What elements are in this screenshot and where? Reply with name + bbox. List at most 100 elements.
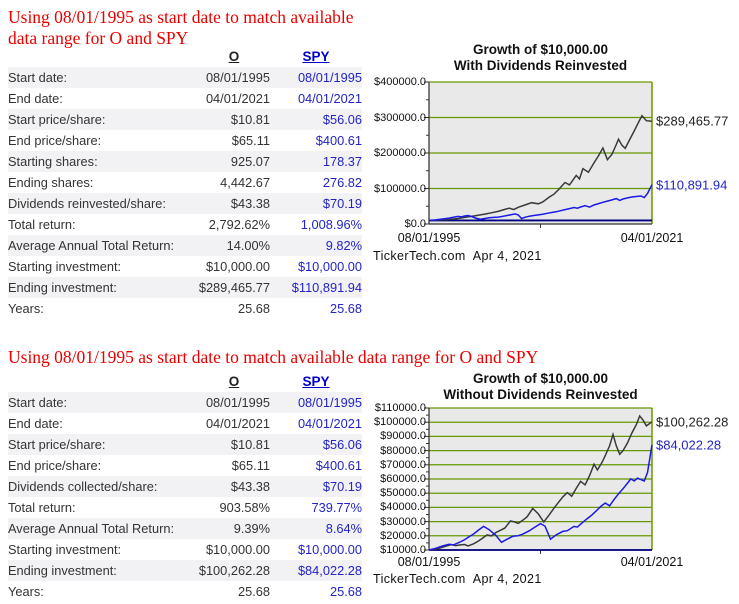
table-row: Total return: 903.58% 739.77% xyxy=(8,497,362,518)
spy-value: $10,000.00 xyxy=(297,259,362,274)
o-value: 4,442.67 xyxy=(220,175,270,190)
row-label: Years: xyxy=(8,584,44,599)
column-header-spy-link[interactable]: SPY xyxy=(302,374,330,389)
row-label: Average Annual Total Return: xyxy=(8,238,175,253)
spy-value: $70.19 xyxy=(322,479,362,494)
chart-source-note: TickerTech.com Apr 4, 2021 xyxy=(373,572,542,586)
spy-value: 08/01/1995 xyxy=(297,70,362,85)
spy-value: $84,022.28 xyxy=(297,563,362,578)
empty-header-cell xyxy=(8,46,198,67)
table-row: End price/share: $65.11 $400.61 xyxy=(8,455,362,476)
row-label: End price/share: xyxy=(8,458,102,473)
row-label: Starting shares: xyxy=(8,154,98,169)
end-value-callout-o: $289,465.77 xyxy=(656,113,729,129)
spy-value: 25.68 xyxy=(329,584,362,599)
table-row: Starting shares: 925.07 178.37 xyxy=(8,151,362,172)
x-axis-end-label: 04/01/2021 xyxy=(620,555,684,569)
spy-value: $400.61 xyxy=(315,133,362,148)
o-value: 25.68 xyxy=(237,301,270,316)
series-line-spy xyxy=(428,444,653,551)
row-label: Ending investment: xyxy=(8,280,117,295)
table-row: End price/share: $65.11 $400.61 xyxy=(8,130,362,151)
spy-value: 25.68 xyxy=(329,301,362,316)
o-value: 25.68 xyxy=(237,584,270,599)
y-axis-tick-label: $110000.0 xyxy=(374,402,426,414)
row-label: Total return: xyxy=(8,500,76,515)
end-value-callout-spy: $110,891.94 xyxy=(656,177,728,193)
y-axis-tick-label: $10000.0 xyxy=(380,544,426,556)
row-label: Starting investment: xyxy=(8,542,122,557)
table-row: Years: 25.68 25.68 xyxy=(8,581,362,602)
table-header-row: O SPY xyxy=(8,371,362,392)
spy-value: 9.82% xyxy=(325,238,362,253)
spy-value: $400.61 xyxy=(315,458,362,473)
spy-value: $56.06 xyxy=(322,437,362,452)
spy-value: $110,891.94 xyxy=(291,280,362,295)
row-label: Dividends reinvested/share: xyxy=(8,196,166,211)
series-line-spy xyxy=(428,184,653,222)
spy-value: 08/01/1995 xyxy=(297,395,362,410)
column-header-spy-link[interactable]: SPY xyxy=(302,49,330,64)
o-value: 2,792.62% xyxy=(208,217,270,232)
end-value-callout-spy: $84,022.28 xyxy=(656,437,722,453)
row-label: End date: xyxy=(8,416,63,431)
table-row: Ending investment: $289,465.77 $110,891.94 xyxy=(8,277,362,298)
table-row: Start date: 08/01/1995 08/01/1995 xyxy=(8,392,362,413)
o-value: 925.07 xyxy=(230,154,270,169)
column-header-o[interactable]: O xyxy=(228,49,240,64)
table-row: Years: 25.68 25.68 xyxy=(8,298,362,319)
growth-chart-title-line: Without Dividends Reinvested xyxy=(443,387,638,402)
row-label: Start price/share: xyxy=(8,437,106,452)
table-row: Average Annual Total Return: 14.00% 9.82% xyxy=(8,235,362,256)
x-axis-start-label: 08/01/1995 xyxy=(397,555,461,569)
x-axis-end-label: 04/01/2021 xyxy=(620,231,684,245)
o-value: 08/01/1995 xyxy=(205,395,270,410)
table-row: End date: 04/01/2021 04/01/2021 xyxy=(8,413,362,434)
spy-value: 04/01/2021 xyxy=(297,91,362,106)
o-value: 903.58% xyxy=(219,500,270,515)
y-axis-tick-label: $70000.0 xyxy=(380,458,426,471)
row-label: Start date: xyxy=(8,70,68,85)
spy-value: 178.37 xyxy=(322,154,362,169)
empty-header-cell xyxy=(8,371,198,392)
y-axis-tick-label: $90000.0 xyxy=(380,430,426,443)
spy-value: $10,000.00 xyxy=(297,542,362,557)
row-label: Start price/share: xyxy=(8,112,106,127)
table-row: End date: 04/01/2021 04/01/2021 xyxy=(8,88,362,109)
table-header-row: O SPY xyxy=(8,46,362,67)
o-value: $43.38 xyxy=(230,479,270,494)
y-axis-tick-label: $400000.0 xyxy=(374,76,426,88)
y-axis-tick-label: $40000.0 xyxy=(380,501,426,514)
data-range-note-with-dividends: Using 08/01/1995 as start date to match … xyxy=(8,7,354,48)
data-range-note-without-dividends: Using 08/01/1995 as start date to match … xyxy=(8,347,539,367)
o-value: $10.81 xyxy=(230,112,270,127)
y-axis-tick-label: $300000.0 xyxy=(374,111,426,124)
y-axis-tick-label: $200000.0 xyxy=(374,147,426,159)
chart-source-note: TickerTech.com Apr 4, 2021 xyxy=(373,249,542,263)
table-row: Average Annual Total Return: 9.39% 8.64% xyxy=(8,518,362,539)
row-label: Total return: xyxy=(8,217,76,232)
row-label: End date: xyxy=(8,91,63,106)
row-label: Starting investment: xyxy=(8,259,122,274)
row-label: End price/share: xyxy=(8,133,102,148)
y-axis-tick-label: $100000.0 xyxy=(374,416,426,429)
o-value: $10.81 xyxy=(230,437,270,452)
column-header-o[interactable]: O xyxy=(228,374,240,389)
o-value: 9.39% xyxy=(233,521,270,536)
table-row: Start price/share: $10.81 $56.06 xyxy=(8,434,362,455)
y-axis-tick-label: $50000.0 xyxy=(380,487,426,500)
y-axis-tick-label: $30000.0 xyxy=(380,515,426,528)
table-row: Start date: 08/01/1995 08/01/1995 xyxy=(8,67,362,88)
o-value: $65.11 xyxy=(231,458,270,473)
x-axis-start-label: 08/01/1995 xyxy=(397,231,461,245)
o-value: 14.00% xyxy=(226,238,270,253)
spy-value: 739.77% xyxy=(311,500,362,515)
y-axis-tick-label: $80000.0 xyxy=(380,444,426,457)
table-row: Dividends reinvested/share: $43.38 $70.19 xyxy=(8,193,362,214)
end-value-callout-o: $100,262.28 xyxy=(656,414,729,430)
table-row: Total return: 2,792.62% 1,008.96% xyxy=(8,214,362,235)
table-body-with-dividends: Start date: 08/01/1995 08/01/1995 End date:… xyxy=(8,67,362,319)
row-label: Average Annual Total Return: xyxy=(8,521,175,536)
spy-value: $70.19 xyxy=(322,196,362,211)
